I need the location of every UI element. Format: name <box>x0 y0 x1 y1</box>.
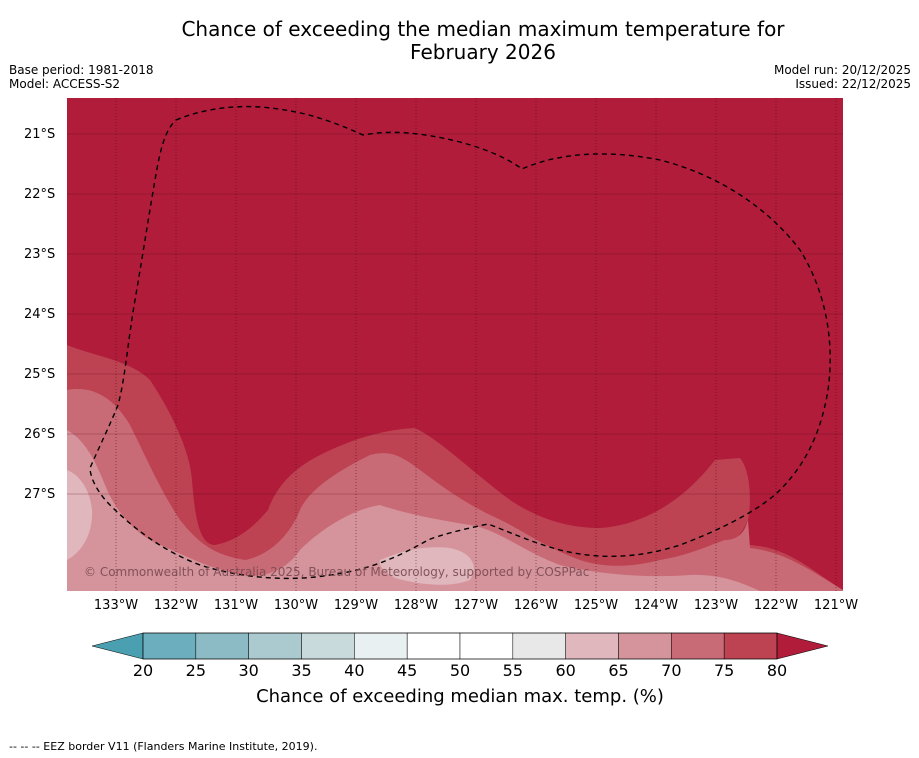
lon-label-130w: 130°W <box>273 598 319 613</box>
model-name: Model: ACCESS-S2 <box>9 77 121 91</box>
colorbar-tick-label: 30 <box>238 661 259 680</box>
lat-label-23s: 23°S <box>24 247 56 262</box>
colorbar-segment <box>565 632 619 660</box>
colorbar-tick-label: 50 <box>449 661 471 680</box>
lon-label-129w: 129°W <box>333 598 379 613</box>
lat-label-25s: 25°S <box>24 367 56 382</box>
colorbar-segment <box>459 632 514 660</box>
title-line-1: Chance of exceeding the median maximum t… <box>181 17 785 41</box>
lon-label-124w: 124°W <box>633 598 679 613</box>
model-run: Model run: 20/12/2025 <box>773 63 911 77</box>
colorbar-tick-label: 20 <box>132 661 154 680</box>
colorbar-tick-label: 35 <box>291 661 312 680</box>
meta-left: Base period: 1981-2018 Model: ACCESS-S2 <box>9 63 154 91</box>
lat-label-26s: 26°S <box>24 427 56 442</box>
lat-label-21s: 21°S <box>24 127 56 142</box>
meta-right: Model run: 20/12/2025 Issued: 22/12/2025 <box>774 63 911 91</box>
colorbar-tick-label: 25 <box>185 661 206 680</box>
lat-label-27s: 27°S <box>24 487 56 502</box>
colorbar-segment <box>248 632 302 660</box>
colorbar <box>91 632 829 660</box>
copyright-notice: © Commonwealth of Australia 2025, Bureau… <box>84 565 590 579</box>
lon-label-128w: 128°W <box>393 598 439 613</box>
lon-label-132w: 132°W <box>153 598 199 613</box>
map-title: Chance of exceeding the median maximum t… <box>0 18 919 64</box>
colorbar-title: Chance of exceeding median max. temp. (%… <box>256 686 664 707</box>
colorbar-segment <box>301 632 355 660</box>
colorbar-tick-label: 45 <box>396 661 418 680</box>
band-75-80 <box>67 345 843 591</box>
lon-label-126w: 126°W <box>513 598 559 613</box>
band-60-65 <box>67 470 474 585</box>
lat-label-22s: 22°S <box>24 187 56 202</box>
eez-border <box>89 105 831 580</box>
colorbar-tick-label: 40 <box>344 661 365 680</box>
lon-label-123w: 123°W <box>693 598 739 613</box>
lon-label-131w: 131°W <box>213 598 259 613</box>
grid-lines <box>67 133 843 495</box>
colorbar-segment <box>671 632 725 660</box>
lon-label-122w: 122°W <box>753 598 799 613</box>
colorbar-segment <box>142 632 197 660</box>
colorbar-segment <box>354 632 408 660</box>
colorbar-segment <box>195 632 249 660</box>
colorbar-tick-label: 65 <box>608 661 629 680</box>
colorbar-above-triangle <box>776 632 829 660</box>
lon-label-127w: 127°W <box>453 598 499 613</box>
lon-label-125w: 125°W <box>573 598 619 613</box>
eez-legend: -- -- -- EEZ border V11 (Flanders Marine… <box>9 740 318 753</box>
lon-label-121w: 121°W <box>813 598 859 613</box>
probability-field <box>67 98 843 591</box>
colorbar-tick-label: 55 <box>502 661 523 680</box>
colorbar-segment <box>723 632 778 660</box>
colorbar-tick-label: 80 <box>766 661 788 680</box>
colorbar-tick-label: 70 <box>661 661 682 680</box>
colorbar-tick-label: 75 <box>713 661 735 680</box>
colorbar-below-triangle <box>91 632 144 660</box>
colorbar-segment <box>406 632 461 660</box>
colorbar-segments <box>142 632 778 660</box>
issued-date: Issued: 22/12/2025 <box>795 77 911 91</box>
lat-label-24s: 24°S <box>24 307 56 322</box>
colorbar-segment <box>618 632 672 660</box>
colorbar-tick-label: 60 <box>555 661 576 680</box>
title-line-2: February 2026 <box>410 40 556 64</box>
colorbar-segment <box>512 632 566 660</box>
meridian-lines <box>115 98 837 591</box>
lon-label-133w: 133°W <box>93 598 139 613</box>
base-period: Base period: 1981-2018 <box>9 63 154 77</box>
